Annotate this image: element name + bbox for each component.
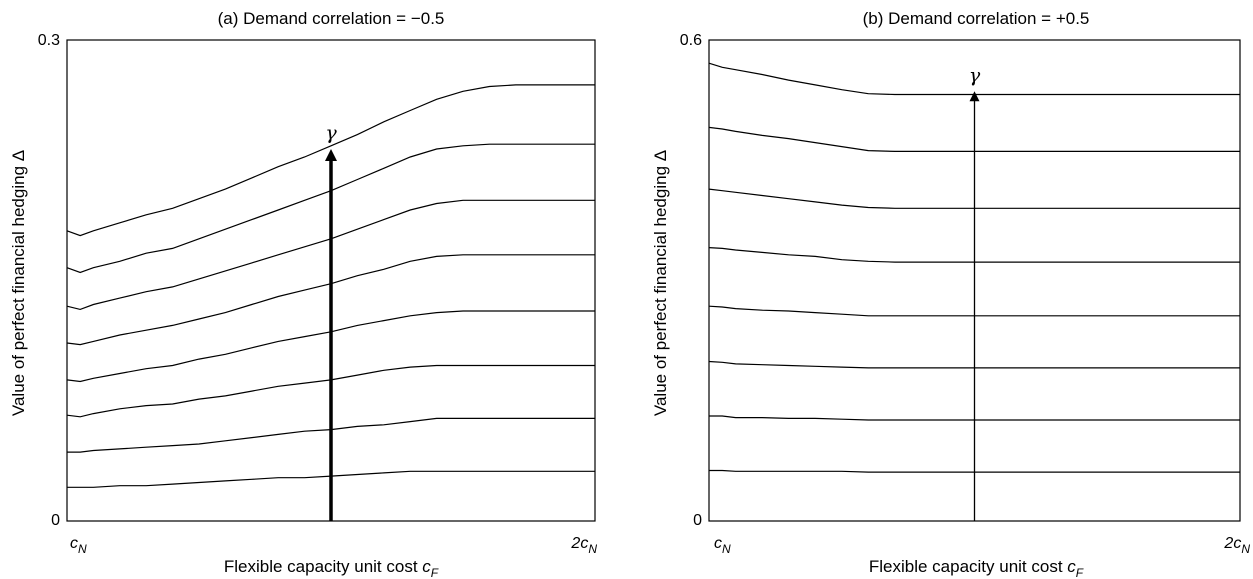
- chart-title: (b) Demand correlation = +0.5: [863, 9, 1090, 28]
- x-axis-label: Flexible capacity unit cost cF: [869, 557, 1084, 579]
- chart-title: (a) Demand correlation = −0.5: [218, 9, 445, 28]
- series-line-3: [708, 360, 1240, 369]
- y-axis-label: Value of perfect financial hedging Δ: [651, 150, 670, 416]
- series-line-4: [66, 310, 595, 383]
- x-tick-left: cN: [70, 535, 87, 556]
- series-line-3: [66, 364, 595, 418]
- series-line-7: [708, 126, 1240, 152]
- y-tick-top: 0.6: [680, 32, 702, 49]
- series-layer: [708, 62, 1240, 473]
- series-line-4: [708, 305, 1240, 317]
- series-line-7: [66, 143, 595, 274]
- x-tick-right: 2cN: [570, 535, 597, 556]
- series-line-8: [708, 62, 1240, 96]
- series-line-6: [708, 188, 1240, 209]
- x-axis-label: Flexible capacity unit cost cF: [224, 557, 439, 579]
- gamma-label: γ: [969, 64, 981, 86]
- x-tick-left: cN: [714, 535, 731, 556]
- y-tick-top: 0.3: [38, 32, 60, 49]
- gamma-arrow-head: [969, 91, 980, 102]
- gamma-arrow-head: [325, 149, 337, 162]
- series-line-2: [709, 415, 1240, 421]
- x-tick-right: 2cN: [1223, 535, 1250, 556]
- series-line-2: [67, 417, 595, 453]
- chart-panel-a: (a) Demand correlation = −0.5 Value of p…: [9, 9, 597, 579]
- series-layer: [66, 84, 595, 488]
- series-line-1: [67, 470, 595, 488]
- chart-panel-b: (b) Demand correlation = +0.5 Value of p…: [651, 9, 1250, 579]
- series-line-8: [66, 84, 595, 237]
- series-line-5: [66, 254, 595, 346]
- gamma-label: γ: [325, 122, 337, 144]
- series-line-6: [66, 199, 595, 311]
- y-axis-label: Value of perfect financial hedging Δ: [9, 150, 28, 416]
- series-line-5: [708, 247, 1240, 263]
- y-tick-bottom: 0: [51, 512, 60, 529]
- y-tick-bottom: 0: [693, 512, 702, 529]
- series-line-1: [709, 469, 1240, 473]
